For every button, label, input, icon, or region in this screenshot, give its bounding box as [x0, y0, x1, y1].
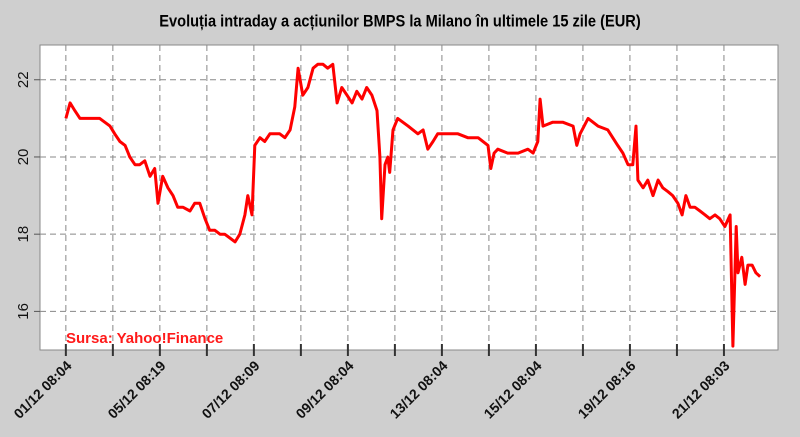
y-tick-label: 16: [15, 303, 32, 320]
lines: [64, 62, 762, 348]
y-tick-label: 18: [15, 226, 32, 243]
chart-title: Evoluția intraday a acțiunilor BMPS la M…: [159, 13, 640, 31]
plot-area: [39, 44, 779, 351]
y-tick-label: 22: [15, 71, 32, 88]
y-tick-label: 20: [15, 149, 32, 166]
source: Sursa: Yahoo!Finance: [66, 330, 223, 347]
price-line: [64, 62, 762, 348]
